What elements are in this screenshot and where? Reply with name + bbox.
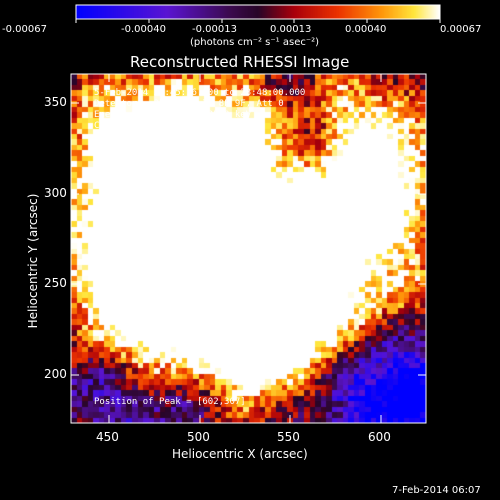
colorbar-tick-label: 0.00013 (270, 24, 312, 35)
colorbar (76, 5, 440, 19)
x-tick-label: 600 (368, 430, 391, 444)
colorbar-frame (75, 4, 441, 23)
colorbar-tick-label: -0.00040 (121, 24, 166, 35)
y-tick-label: 250 (44, 276, 67, 290)
x-tick-label: 550 (277, 430, 300, 444)
detectors-text: Detectors: 3F 5F 6F 7F 8F 9F, Att 0 (94, 99, 284, 109)
y-axis-label: Heliocentric Y (arcsec) (26, 193, 40, 329)
y-tick-label: 350 (44, 95, 67, 109)
colorbar-units: (photons cm⁻² s⁻¹ asec⁻²) (190, 37, 320, 48)
x-tick-label: 450 (96, 430, 119, 444)
colorbar-tick-label: 0.00067 (440, 24, 482, 35)
colorbar-tick-label: -0.00067 (2, 24, 47, 35)
image-title: Reconstructed RHESSI Image (130, 53, 350, 71)
peak-position-text: Position of Peak = [602,307] (94, 397, 246, 407)
x-tick-label: 500 (187, 430, 210, 444)
time-range-text: 5-Feb-2014 23:45:16.000 to 23:48:00.000 (94, 88, 306, 98)
colorbar-tick-label: 0.00040 (345, 24, 387, 35)
energy-range-text: Energy Range: 12.0 - 25.0 keV (94, 110, 252, 120)
footer-timestamp: 7-Feb-2014 06:07 (392, 485, 481, 496)
colorbar-tick-label: -0.00013 (192, 24, 237, 35)
y-tick-label: 300 (44, 186, 67, 200)
y-tick-label: 200 (44, 367, 67, 381)
flux-map-image (71, 74, 426, 423)
clean-counts-text: Clean Total counts: 9.38E+03 (94, 121, 246, 131)
x-axis-label: Heliocentric X (arcsec) (172, 447, 308, 461)
